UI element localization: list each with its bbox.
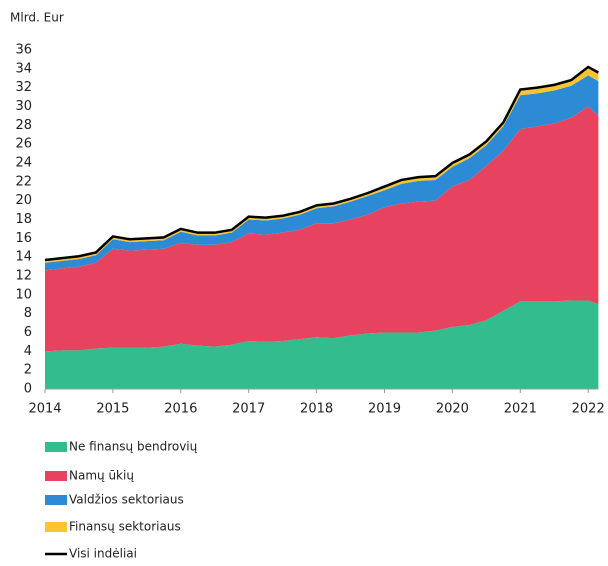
legend-label: Finansų sektoriaus — [69, 520, 181, 534]
area — [45, 300, 599, 389]
legend-label: Namų ūkių — [69, 469, 134, 483]
x-tick-label: 2016 — [164, 402, 197, 417]
area — [45, 75, 599, 271]
x-tick-label: 2021 — [504, 402, 537, 417]
legend-label: Visi indėliai — [69, 547, 137, 561]
y-tick-label: 32 — [15, 80, 32, 95]
legend-swatch — [45, 471, 67, 481]
legend-swatch — [45, 442, 67, 452]
legend-label: Valdžios sektoriaus — [69, 493, 184, 507]
legend-swatch — [45, 522, 67, 532]
legend-label: Ne finansų bendrovių — [69, 440, 198, 454]
y-axis-label: Mlrd. Eur — [10, 11, 64, 25]
y-tick-label: 2 — [24, 363, 32, 378]
y-tick-label: 20 — [15, 193, 32, 208]
x-tick-label: 2015 — [96, 402, 129, 417]
total-line — [44, 65, 599, 262]
legend-swatch — [45, 495, 67, 505]
x-tick-label: 2017 — [232, 402, 265, 417]
y-tick-label: 28 — [15, 118, 32, 133]
y-tick-label: 0 — [24, 382, 32, 397]
y-tick-label: 10 — [15, 287, 32, 302]
y-tick-label: 22 — [15, 174, 32, 189]
y-tick-label: 36 — [15, 43, 32, 58]
y-tick-label: 6 — [24, 325, 32, 340]
y-tick-label: 12 — [15, 269, 32, 284]
x-tick-label: 2019 — [368, 402, 401, 417]
x-tick-label: 2014 — [28, 402, 61, 417]
x-tick-label: 2018 — [300, 402, 333, 417]
y-tick-label: 16 — [15, 231, 32, 246]
area — [45, 106, 599, 352]
x-tick-label: 2022 — [572, 402, 605, 417]
y-tick-label: 34 — [15, 61, 32, 76]
y-tick-label: 18 — [15, 212, 32, 227]
y-tick-label: 24 — [15, 156, 32, 171]
y-tick-label: 26 — [15, 137, 32, 152]
x-tick-label: 2020 — [436, 402, 469, 417]
y-tick-label: 8 — [24, 306, 32, 321]
y-tick-label: 14 — [15, 250, 32, 265]
y-tick-label: 4 — [24, 344, 32, 359]
y-tick-label: 30 — [15, 99, 32, 114]
